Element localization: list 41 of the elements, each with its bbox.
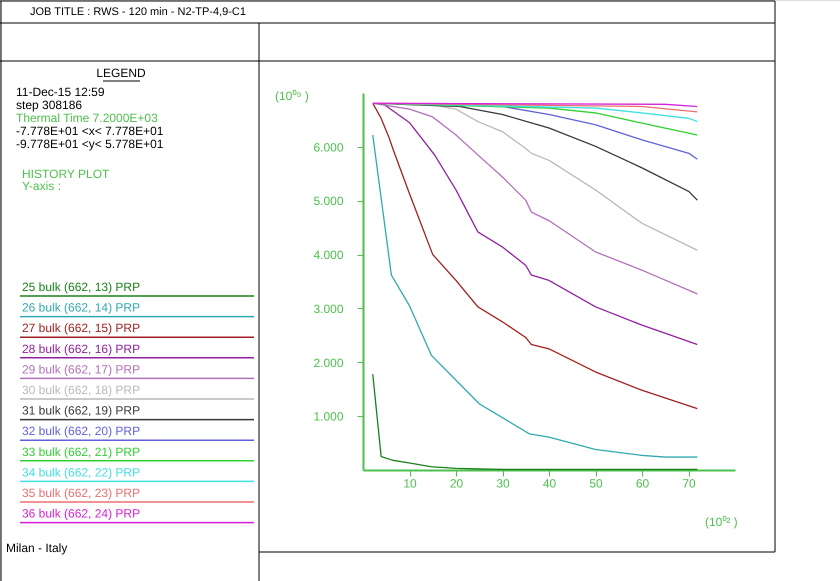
y-tick-label: 4.000 [313, 248, 344, 262]
text: JOB TITLE : RWS - 120 min - N2-TP-4,9-C1 [30, 6, 246, 18]
text: Thermal Time 7.2000E+03 [16, 111, 158, 125]
legend-title: LEGEND [96, 66, 146, 80]
text: 25 bulk (662, 13) PRP [22, 280, 140, 294]
text: 32 bulk (662, 20) PRP [22, 424, 140, 438]
y-tick-label: 2.000 [313, 356, 344, 370]
x-axis-title: (10⁰² ) [705, 515, 738, 529]
x-tick-label: 40 [542, 476, 556, 490]
text: 31 bulk (662, 19) PRP [22, 404, 140, 418]
text: 36 bulk (662, 24) PRP [22, 506, 140, 521]
y-tick-label: 6.000 [313, 140, 344, 154]
text: 29 bulk (662, 17) PRP [22, 362, 140, 376]
x-tick-label: 70 [682, 476, 696, 490]
line-series [372, 102, 698, 295]
text: 35 bulk (662, 23) PRP [22, 486, 140, 500]
line-series [372, 102, 698, 410]
text: -9.778E+01 <y< 5.778E+01 [16, 137, 164, 151]
x-tick-label: 50 [589, 476, 603, 490]
text: Y-axis : [22, 179, 61, 193]
text: step 308186 [16, 98, 82, 112]
text: 11-Dec-15 12:59 [16, 85, 105, 99]
x-tick-label: 20 [450, 476, 464, 490]
text: HISTORY PLOT [22, 167, 110, 181]
text: 26 bulk (662, 14) PRP [22, 300, 140, 315]
y-tick-label: 5.000 [313, 194, 344, 208]
y-tick-label: 3.000 [313, 302, 344, 316]
text: Milan - Italy [6, 541, 68, 555]
text: 27 bulk (662, 15) PRP [22, 321, 140, 336]
text: -7.778E+01 <x< 7.778E+01 [16, 124, 164, 138]
text: 30 bulk (662, 18) PRP [22, 383, 140, 397]
text: 28 bulk (662, 16) PRP [22, 342, 140, 356]
x-tick-label: 60 [636, 476, 650, 490]
x-tick-label: 30 [496, 476, 510, 490]
y-axis-title: (10⁰⁹ ) [275, 89, 309, 103]
line-series [372, 373, 698, 470]
text: 33 bulk (662, 21) PRP [22, 444, 140, 459]
text: 34 bulk (662, 22) PRP [22, 465, 140, 480]
x-tick-label: 10 [403, 476, 417, 490]
y-tick-label: 1.000 [313, 410, 344, 424]
line-series [372, 134, 698, 458]
